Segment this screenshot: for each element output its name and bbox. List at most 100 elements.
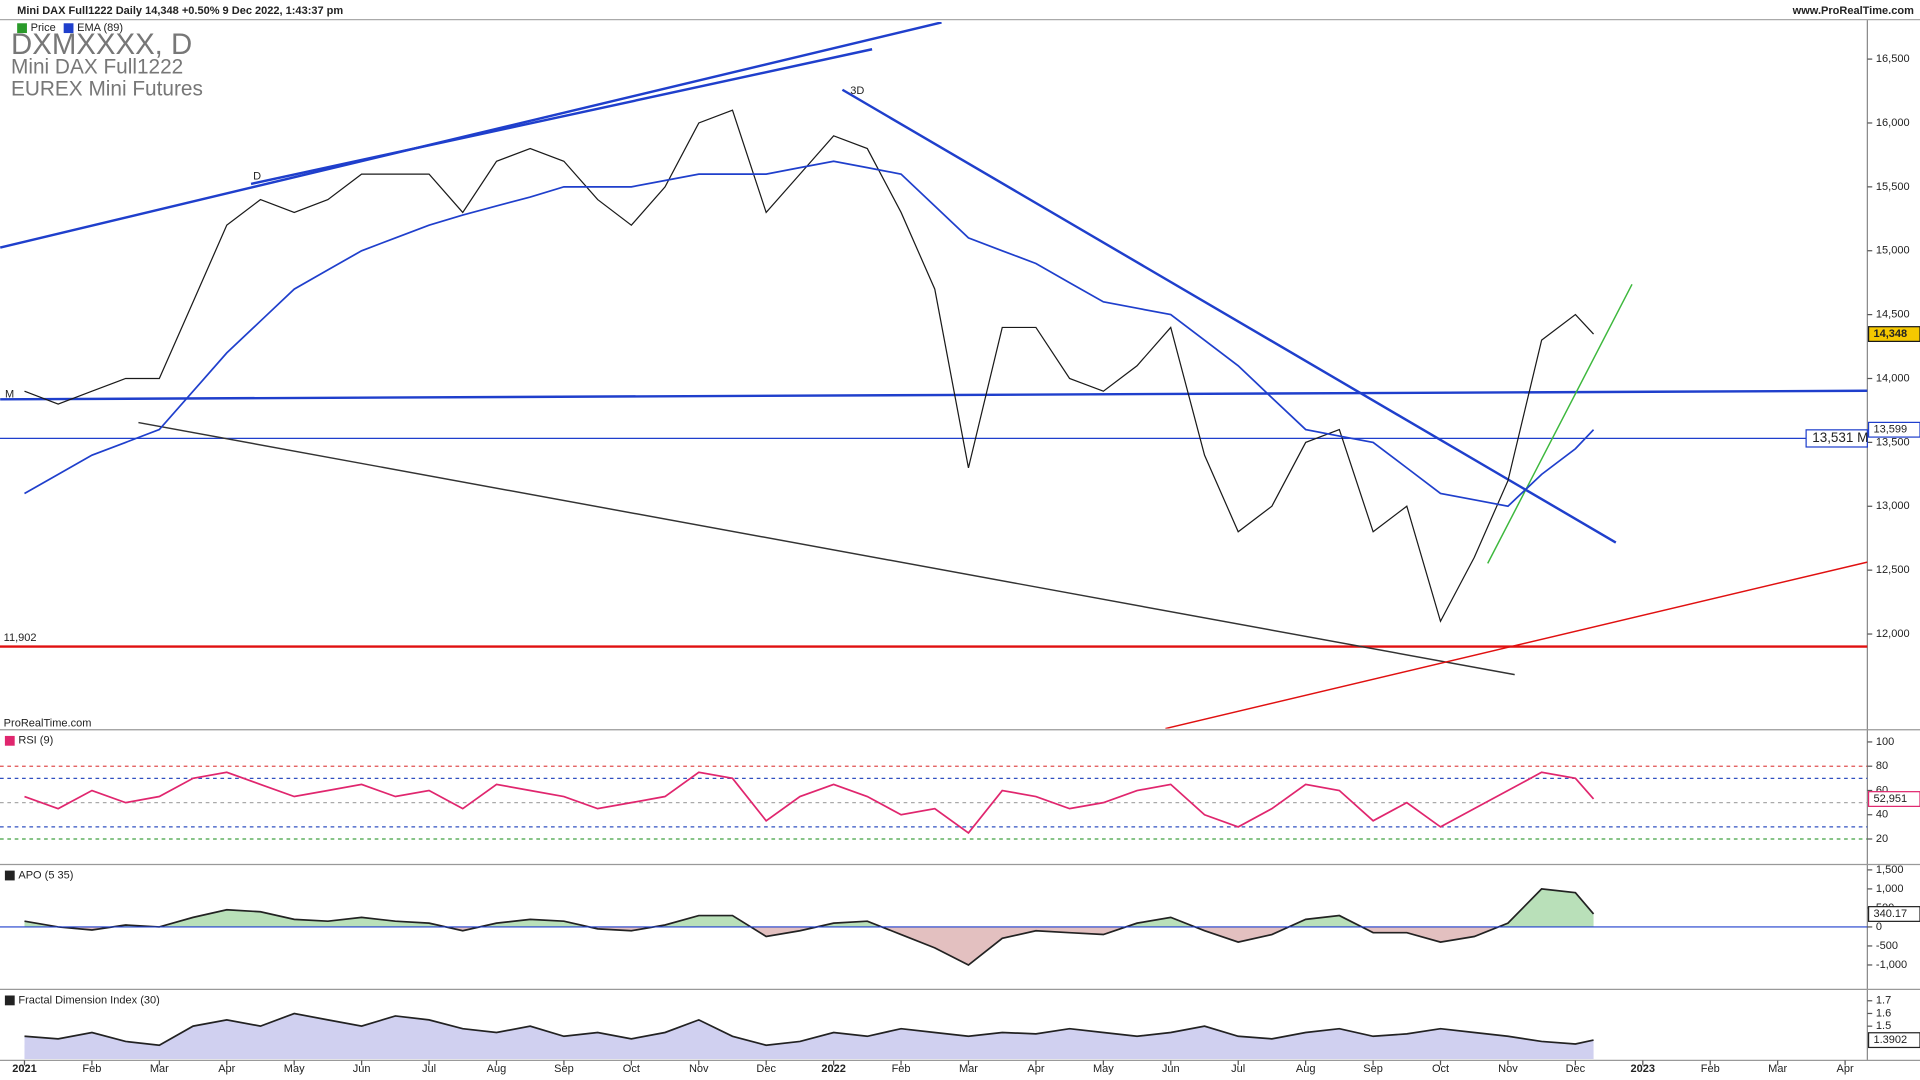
x-tick-label: May [1093, 1063, 1114, 1075]
x-tick-label: Feb [892, 1063, 911, 1075]
plot-area [0, 22, 1868, 729]
x-tick-label: Feb [1701, 1063, 1720, 1075]
y-tick-label: 13,000 [1876, 500, 1910, 512]
legend-label: APO (5 35) [18, 869, 73, 881]
last-value-box [1867, 421, 1920, 438]
last-value-label: 340.17 [1873, 908, 1907, 920]
level-label: 11,902 [4, 632, 37, 644]
header-title: Mini DAX Full1222 Daily 14,348 +0.50% 9 … [17, 5, 343, 17]
y-tick-label: 40 [1876, 809, 1888, 821]
area-fill [24, 1013, 1594, 1060]
y-tick-label: -1,000 [1876, 959, 1907, 971]
y-tick-label: 13,500 [1876, 436, 1910, 448]
series-line [24, 109, 1594, 623]
last-value-label: 1.3902 [1873, 1034, 1907, 1046]
x-tick-label: Jun [1162, 1063, 1180, 1075]
x-tick-label: Feb [82, 1063, 101, 1075]
y-tick-label: 14,000 [1876, 372, 1910, 384]
x-tick-label: Aug [1296, 1063, 1316, 1075]
last-value-box [1867, 1032, 1920, 1049]
trendline [0, 389, 1868, 401]
x-tick-label: Aug [487, 1063, 507, 1075]
y-tick-label: 1.6 [1876, 1007, 1891, 1019]
plot-area [24, 1012, 1594, 1060]
series-line [24, 160, 1595, 508]
x-tick-label: Nov [1498, 1063, 1518, 1075]
y-tick-label: 15,000 [1876, 245, 1910, 257]
y-tick-label: 16,000 [1876, 117, 1910, 129]
watermark-symbol: DXMXXXX, D [11, 28, 192, 61]
x-tick-label: Mar [1768, 1063, 1787, 1075]
annotation: D [253, 171, 261, 183]
watermark-exchange: EUREX Mini Futures [11, 78, 203, 101]
x-tick-label: 2022 [821, 1063, 846, 1075]
y-tick-label: 1.7 [1876, 995, 1891, 1007]
legend-label: EMA (89) [77, 22, 123, 34]
y-tick-label: 20 [1876, 833, 1888, 845]
x-tick-label: Oct [1432, 1063, 1449, 1075]
y-tick-label: 80 [1876, 760, 1888, 772]
y-tick-label: 15,500 [1876, 181, 1910, 193]
x-tick-label: Dec [1566, 1063, 1586, 1075]
x-tick-label: Oct [623, 1063, 640, 1075]
last-value-label: 13,599 [1873, 424, 1907, 436]
x-tick-label: Nov [689, 1063, 709, 1075]
x-tick-label: Jul [1231, 1063, 1245, 1075]
watermark-name: Mini DAX Full1222 [11, 55, 183, 78]
plot-area [0, 765, 1868, 840]
x-tick-label: Sep [554, 1063, 574, 1075]
y-tick-label: 100 [1876, 736, 1894, 748]
annotation: 3D [850, 85, 864, 97]
y-tick-label: 12,000 [1876, 628, 1910, 640]
x-tick-label: May [284, 1063, 305, 1075]
y-tick-label: 12,500 [1876, 564, 1910, 576]
level-label-box [1805, 429, 1868, 448]
x-tick-label: Mar [150, 1063, 169, 1075]
x-tick-label: Jun [353, 1063, 371, 1075]
x-tick-label: Apr [218, 1063, 235, 1075]
footer: ProRealTime.com [4, 718, 92, 730]
level-label: 13,531 M [1812, 430, 1868, 445]
y-tick-label: 0 [1876, 921, 1882, 933]
y-tick-label: 1,500 [1876, 864, 1904, 876]
y-tick-label: 1.5 [1876, 1020, 1891, 1032]
last-value-label: 52,951 [1873, 793, 1907, 805]
x-tick-label: 2021 [12, 1063, 37, 1075]
series-line [24, 1012, 1594, 1047]
legend-label: RSI (9) [18, 735, 53, 747]
x-tick-label: Sep [1363, 1063, 1383, 1075]
y-tick-label: 16,500 [1876, 53, 1910, 65]
trendline [841, 88, 1617, 544]
y-tick-label: -500 [1876, 940, 1898, 952]
x-tick-label: Apr [1027, 1063, 1044, 1075]
x-tick-label: Jul [422, 1063, 436, 1075]
trendline [1487, 284, 1633, 564]
trendline [138, 421, 1515, 676]
x-tick-label: 2023 [1631, 1063, 1656, 1075]
header-site: www.ProRealTime.com [1792, 5, 1914, 17]
legend-label: Fractal Dimension Index (30) [18, 994, 159, 1006]
annotation: M [5, 388, 14, 400]
legend-label: Price [31, 22, 56, 34]
area-negative [24, 926, 1594, 966]
trendline [250, 48, 873, 186]
x-tick-label: Mar [959, 1063, 978, 1075]
legend-swatch [4, 870, 15, 881]
series-line [24, 771, 1595, 835]
last-value-box [1867, 326, 1920, 342]
y-tick-label: 14,500 [1876, 309, 1910, 321]
legend-swatch [63, 23, 74, 34]
area-positive [24, 888, 1594, 927]
legend-swatch [17, 23, 27, 34]
y-tick-label: 1,000 [1876, 883, 1904, 895]
trendline [1165, 561, 1868, 729]
x-tick-label: Apr [1837, 1063, 1854, 1075]
x-tick-label: Dec [756, 1063, 776, 1075]
last-value-box [1867, 791, 1920, 807]
legend-swatch [4, 995, 15, 1006]
legend-swatch [4, 735, 15, 746]
last-value-box [1867, 906, 1920, 922]
trendline [0, 22, 942, 249]
